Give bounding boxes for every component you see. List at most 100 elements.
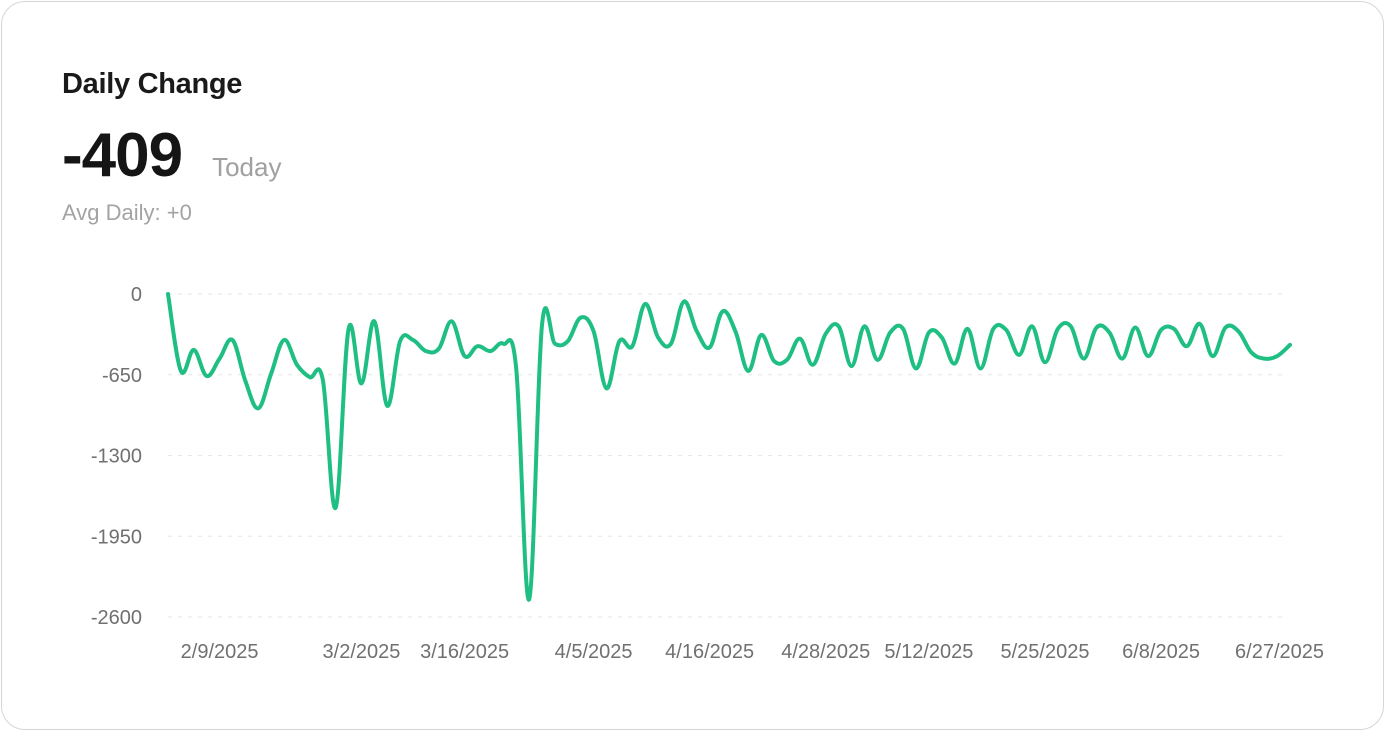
y-tick-label: -650 (102, 365, 142, 387)
data-point (874, 357, 880, 363)
y-axis-ticks: 0 -650 -1300 -1950 -2600 (91, 284, 142, 629)
data-point (526, 597, 532, 603)
data-point (655, 334, 661, 340)
data-point (694, 328, 700, 334)
card-title: Daily Change (62, 68, 243, 100)
data-point (191, 347, 197, 353)
data-point (990, 326, 996, 332)
data-point (797, 336, 803, 342)
x-tick-label: 4/16/2025 (665, 641, 754, 663)
data-point (1029, 323, 1035, 329)
data-point (771, 358, 777, 364)
data-point (1145, 353, 1151, 359)
data-point (591, 328, 597, 334)
data-point (1042, 359, 1048, 365)
data-point (320, 377, 326, 383)
data-point (823, 331, 829, 337)
data-point (1248, 349, 1254, 355)
data-point (1016, 352, 1022, 358)
data-point (926, 330, 932, 336)
data-point (307, 374, 313, 380)
x-tick-label: 4/28/2025 (781, 641, 870, 663)
data-point (1106, 330, 1112, 336)
y-tick-label: -1950 (91, 526, 142, 548)
data-point (565, 338, 571, 344)
data-point (849, 363, 855, 369)
data-point (810, 362, 816, 368)
data-point (255, 405, 261, 411)
data-point (836, 323, 842, 329)
data-point (758, 332, 764, 338)
data-point (1223, 325, 1229, 331)
data-point (346, 326, 352, 332)
data-point (784, 357, 790, 363)
data-point (333, 505, 339, 511)
data-point (384, 403, 390, 409)
data-point (745, 368, 751, 374)
data-point (1184, 343, 1190, 349)
data-point (1197, 321, 1203, 327)
data-point (423, 348, 429, 354)
data-point (977, 366, 983, 372)
data-point (217, 356, 223, 362)
data-point (1235, 328, 1241, 334)
data-point (462, 353, 468, 359)
data-point (1210, 353, 1216, 359)
data-point (397, 338, 403, 344)
series-layer (166, 292, 1293, 603)
value-row: -409 Today (62, 120, 281, 191)
x-tick-label: 6/27/2025 (1235, 641, 1324, 663)
series-line (166, 292, 1292, 602)
data-point (1003, 327, 1009, 333)
data-point (1158, 327, 1164, 333)
data-point (720, 308, 726, 314)
data-point (229, 337, 235, 343)
data-point (281, 337, 287, 343)
period-label: Today (212, 152, 282, 182)
data-point (1274, 353, 1280, 359)
data-point (178, 368, 184, 374)
x-tick-label: 6/8/2025 (1122, 641, 1200, 663)
data-point (539, 322, 545, 328)
average-daily-label: Avg Daily: +0 (62, 200, 192, 225)
data-point (1287, 342, 1293, 348)
data-point (707, 344, 713, 350)
data-point (616, 338, 622, 344)
data-point (410, 337, 416, 343)
data-point (487, 348, 493, 354)
grid-lines (168, 293, 1288, 618)
data-point (913, 366, 919, 372)
y-tick-label: -1300 (91, 446, 142, 468)
data-point (268, 371, 274, 377)
x-tick-label: 3/2/2025 (323, 641, 401, 663)
data-point (1055, 326, 1061, 332)
y-tick-label: -2600 (91, 607, 142, 629)
data-point (1171, 326, 1177, 332)
data-point (965, 326, 971, 332)
data-point (900, 326, 906, 332)
data-point (939, 334, 945, 340)
data-point (1094, 325, 1100, 331)
data-point (681, 298, 687, 304)
data-point (642, 301, 648, 307)
data-point (358, 380, 364, 386)
x-tick-label: 4/5/2025 (555, 641, 633, 663)
data-point (513, 366, 519, 372)
x-tick-label: 2/9/2025 (181, 641, 259, 663)
data-point (449, 318, 455, 324)
data-point (1119, 356, 1125, 362)
data-point (1081, 356, 1087, 362)
data-point (952, 361, 958, 367)
data-point (436, 346, 442, 352)
data-point (887, 330, 893, 336)
current-value: -409 (62, 121, 183, 190)
x-tick-label: 5/25/2025 (1000, 641, 1089, 663)
x-tick-label: 5/12/2025 (884, 641, 973, 663)
data-point (204, 373, 210, 379)
data-point (578, 315, 584, 321)
data-point (294, 362, 300, 368)
data-point (1132, 325, 1138, 331)
data-point (242, 378, 248, 384)
